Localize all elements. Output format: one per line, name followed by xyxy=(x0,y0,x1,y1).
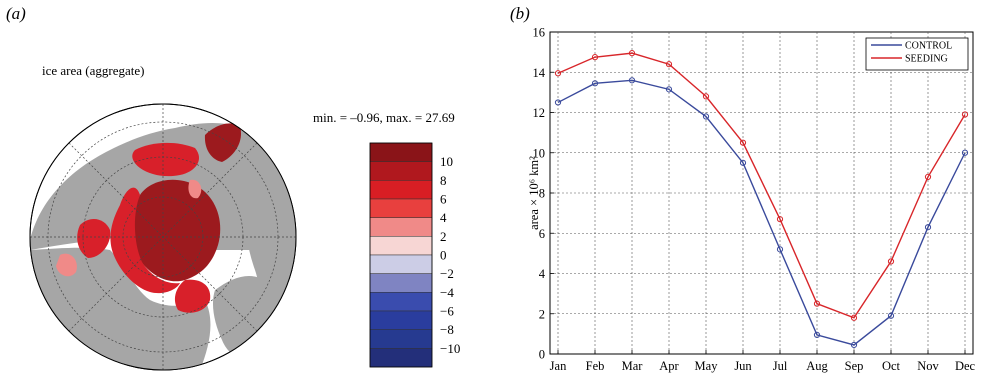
map-minmax: min. = –0.96, max. = 27.69 xyxy=(313,110,455,125)
colorbar-tick-label: −2 xyxy=(440,266,454,281)
series-line-control xyxy=(557,79,966,346)
legend-box xyxy=(865,37,969,71)
data-point-control xyxy=(702,113,710,120)
y-tick-label: 14 xyxy=(533,66,546,80)
colorbar-swatch xyxy=(369,142,433,162)
data-point-seeding xyxy=(665,61,673,68)
colorbar-swatch xyxy=(369,180,433,200)
y-tick-label: 6 xyxy=(539,227,545,241)
data-point-control xyxy=(628,77,636,84)
map-outline xyxy=(29,103,297,371)
x-tick-label: Jan xyxy=(550,359,567,373)
data-point-control xyxy=(591,80,599,87)
colorbar-swatch xyxy=(369,161,433,181)
colorbar-swatch xyxy=(369,348,433,368)
data-point-seeding xyxy=(887,258,895,265)
data-point-control xyxy=(924,224,932,231)
x-tick-label: Mar xyxy=(622,359,644,373)
data-point-control xyxy=(665,86,673,93)
data-point-seeding xyxy=(850,314,858,321)
legend: CONTROL SEEDING xyxy=(865,37,969,71)
map-ice-edge xyxy=(188,179,202,199)
map-ice-siberia xyxy=(132,142,200,177)
colorbar-swatch xyxy=(369,198,433,218)
y-tick-labels: 0 2 4 6 8 10 12 14 16 xyxy=(533,26,546,362)
colorbar-tick-label: 0 xyxy=(440,248,447,263)
panel-a-label: (a) xyxy=(6,4,26,23)
data-point-seeding xyxy=(776,216,784,223)
map-ice-barents xyxy=(204,123,242,162)
y-tick-label: 0 xyxy=(539,348,545,362)
data-point-control xyxy=(554,99,562,106)
colorbar-swatch xyxy=(369,254,433,274)
x-tick-label: Dec xyxy=(955,359,976,373)
data-point-seeding xyxy=(554,70,562,77)
data-point-control xyxy=(776,246,784,253)
data-point-seeding xyxy=(628,50,636,57)
y-tick-label: 10 xyxy=(533,146,546,160)
data-point-seeding xyxy=(924,173,932,180)
data-point-seeding xyxy=(702,93,710,100)
colorbar-tick-label: 10 xyxy=(440,154,453,169)
x-tick-label: Aug xyxy=(806,359,828,373)
y-tick-label: 4 xyxy=(539,267,546,281)
x-tick-label: Nov xyxy=(917,359,939,373)
data-point-seeding xyxy=(591,54,599,61)
colorbar-swatch xyxy=(369,292,433,312)
polar-map xyxy=(29,103,297,371)
colorbar-swatch xyxy=(369,329,433,349)
data-point-seeding xyxy=(813,300,821,307)
map-ice-hudson xyxy=(77,218,111,258)
x-tick-label: Jun xyxy=(734,359,752,373)
colorbar-swatch xyxy=(369,310,433,330)
series-line-seeding xyxy=(557,52,966,319)
y-gridlines xyxy=(550,31,973,355)
data-point-control xyxy=(887,312,895,319)
data-point-control xyxy=(813,331,821,338)
colorbar-tick-label: −10 xyxy=(440,341,460,356)
data-point-seeding xyxy=(961,111,969,118)
x-tick-label: Apr xyxy=(659,359,679,373)
legend-entry-label: SEEDING xyxy=(905,54,948,65)
colorbar-tick-label: 4 xyxy=(440,210,447,225)
x-tick-labels: Jan Feb Mar Apr May Jun Jul Aug Sep Oct Nov Dec xyxy=(550,359,976,373)
panel-b-label: (b) xyxy=(510,4,530,23)
colorbar-tick-label: 6 xyxy=(440,192,447,207)
map-ice-ring xyxy=(110,187,180,294)
data-point-seeding xyxy=(739,139,747,146)
x-tick-label: Sep xyxy=(845,359,864,373)
x-tick-label: Oct xyxy=(882,359,901,373)
data-point-control xyxy=(850,341,858,349)
map-ice-labrador xyxy=(56,253,77,277)
map-title: ice area (aggregate) xyxy=(42,63,145,78)
y-tick-label: 2 xyxy=(539,307,545,321)
map-ice-baffin xyxy=(174,279,211,313)
colorbar-swatch xyxy=(369,273,433,293)
colorbar-frame xyxy=(369,142,433,368)
map-ice-central xyxy=(133,179,221,282)
data-point-control xyxy=(961,149,969,156)
series-layer xyxy=(554,50,969,349)
colorbar-tick-label: −8 xyxy=(440,322,454,337)
colorbar-tick-label: −4 xyxy=(440,285,454,300)
plot-area xyxy=(549,31,974,355)
colorbar-tick-label: −6 xyxy=(440,304,454,319)
y-axis-label: area × 10⁶ km² xyxy=(527,156,541,230)
colorbar-swatch xyxy=(369,217,433,237)
colorbar-tick-label: 2 xyxy=(440,229,447,244)
line-chart: Jan Feb Mar Apr May Jun Jul Aug Sep Oct Nov Dec 0 2 4… xyxy=(527,26,976,374)
colorbar-tick-label: 8 xyxy=(440,173,447,188)
y-tick-label: 12 xyxy=(533,106,546,120)
map-graticule xyxy=(30,104,296,370)
x-tick-label: Feb xyxy=(586,359,605,373)
colorbar: 10 8 6 4 2 0 −2 −4 −6 −8 −10 xyxy=(369,142,460,368)
x-tick-label: May xyxy=(695,359,719,373)
x-tick-label: Jul xyxy=(773,359,788,373)
y-tick-label: 8 xyxy=(539,187,545,201)
colorbar-swatch xyxy=(369,236,433,256)
y-tick-label: 16 xyxy=(533,26,546,40)
legend-entry-label: CONTROL xyxy=(905,41,952,52)
data-point-control xyxy=(739,159,747,166)
